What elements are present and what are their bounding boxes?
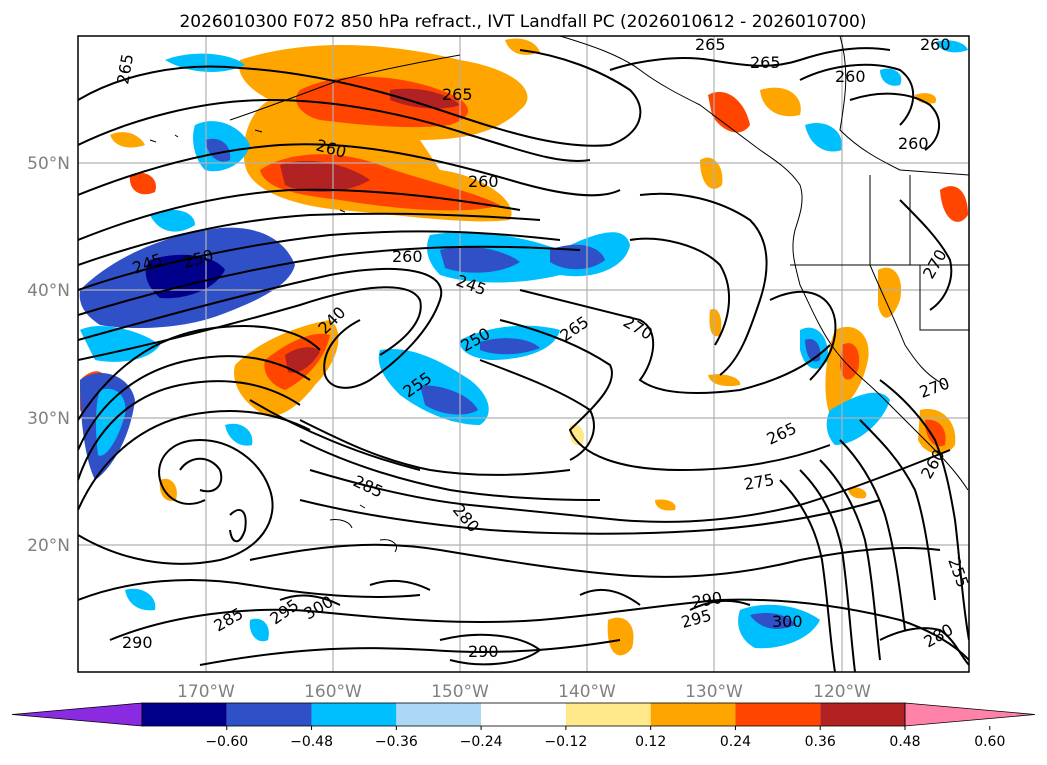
colorbar-segment: [226, 703, 312, 726]
colorbar-segment: [396, 703, 482, 726]
colorbar-segment: [481, 703, 566, 726]
lat-label: 20°N: [27, 536, 70, 556]
colorbar-segment: [142, 703, 227, 726]
lon-label: 160°W: [304, 682, 362, 702]
colorbar-tick-label: −0.60: [205, 734, 248, 750]
colorbar-tick-label: 0.12: [635, 734, 666, 750]
colorbar-tick-label: −0.36: [375, 734, 418, 750]
contour-label: 265: [695, 35, 726, 54]
colorbar-segment: [565, 703, 651, 726]
colorbar: −0.60 −0.48 −0.36 −0.24 −0.12 0.12 0.24 0.36 0.4…: [11, 702, 1036, 750]
contour-label: 260: [392, 247, 423, 266]
colorbar-tick-label: 0.36: [805, 734, 836, 750]
negative-refractivity-shading: [79, 40, 968, 649]
contour-label: 260: [920, 35, 951, 54]
lon-label: 120°W: [813, 682, 871, 702]
contour-label: 290: [468, 642, 499, 661]
map-content: 265 265 260 265 260 260 265 260 260 245 …: [78, 35, 969, 672]
colorbar-extend-low: [11, 702, 143, 727]
colorbar-frame: [141, 702, 906, 727]
map-frame: [77, 35, 970, 673]
longitude-labels: 170°W 160°W 150°W 140°W 130°W 120°W: [177, 682, 871, 702]
graticule: [78, 36, 969, 672]
colorbar-segment: [820, 703, 905, 726]
lon-label: 130°W: [685, 682, 743, 702]
colorbar-tick-label: 0.48: [889, 734, 920, 750]
contour-label: 260: [898, 134, 929, 153]
map-title: 2026010300 F072 850 hPa refract., IVT La…: [179, 12, 866, 32]
colorbar-tick-label: 0.24: [720, 734, 751, 750]
colorbar-segment: [735, 703, 821, 726]
latitude-labels: 50°N 40°N 30°N 20°N: [27, 154, 70, 556]
lon-label: 150°W: [431, 682, 489, 702]
contour-label: 300: [772, 612, 803, 631]
lat-label: 30°N: [27, 409, 70, 429]
colorbar-extend-high: [904, 702, 1036, 727]
contour-label: 290: [122, 633, 153, 652]
lon-label: 170°W: [177, 682, 235, 702]
colorbar-segment: [311, 703, 397, 726]
contour-label: 260: [835, 67, 866, 86]
colorbar-tick-label: −0.24: [460, 734, 503, 750]
contour-label: 265: [442, 85, 473, 104]
colorbar-tick-label: −0.48: [290, 734, 333, 750]
lat-label: 40°N: [27, 281, 70, 301]
lon-label: 140°W: [558, 682, 616, 702]
colorbar-tick-label: −0.12: [544, 734, 587, 750]
contour-label: 260: [468, 172, 499, 191]
colorbar-segment: [650, 703, 736, 726]
contour-label: 265: [750, 53, 781, 72]
refractivity-contours: [78, 47, 969, 672]
lat-label: 50°N: [27, 154, 70, 174]
colorbar-tick-label: 0.60: [974, 734, 1005, 750]
